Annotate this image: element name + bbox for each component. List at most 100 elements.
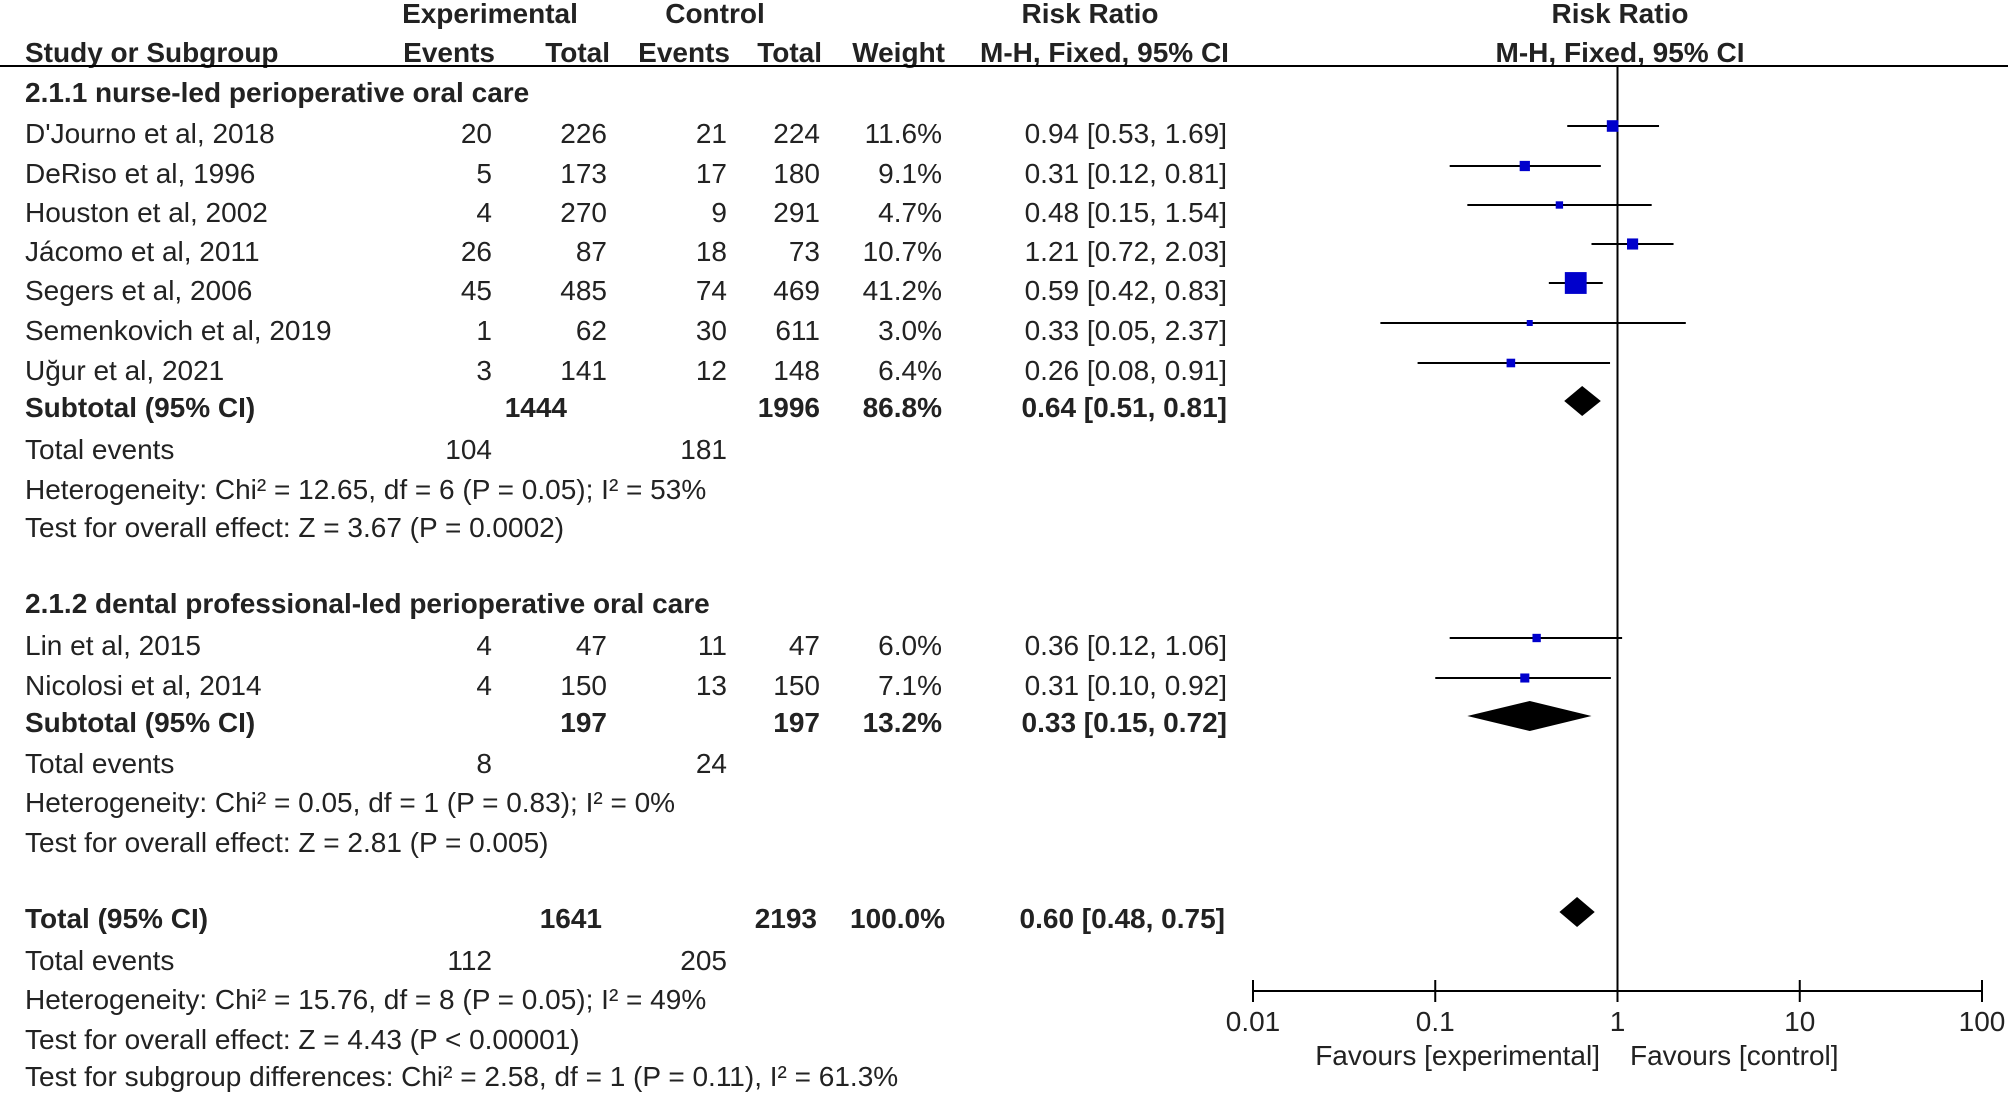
subgroup-differences-text: Test for subgroup differences: Chi² = 2.… xyxy=(25,1061,899,1092)
total-events-label: Total events xyxy=(25,945,175,976)
exp-events: 8 xyxy=(476,748,492,779)
x-tick-label: 100 xyxy=(1959,1006,2006,1037)
x-tick-label: 1 xyxy=(1610,1006,1626,1037)
x-tick-label: 10 xyxy=(1784,1006,1815,1037)
pooled-diamond xyxy=(1559,897,1595,927)
favours-experimental-label: Favours [experimental] xyxy=(1315,1040,1600,1071)
ctl-total: 150 xyxy=(773,670,820,701)
heterogeneity-text: Heterogeneity: Chi² = 0.05, df = 1 (P = … xyxy=(25,787,676,818)
exp-events: 3 xyxy=(476,355,492,386)
study-name: Segers et al, 2006 xyxy=(25,275,253,306)
ctl-events: 30 xyxy=(695,315,727,346)
ctl-events: 181 xyxy=(680,434,727,465)
total-label: Total (95% CI) xyxy=(25,903,209,934)
ctl-events: 205 xyxy=(680,945,727,976)
ci-text: 0.31 [0.10, 0.92] xyxy=(1024,670,1227,701)
exp-total: 141 xyxy=(560,355,607,386)
study-name: Houston et al, 2002 xyxy=(25,197,268,228)
weight: 6.0% xyxy=(878,630,942,661)
heterogeneity-text: Heterogeneity: Chi² = 15.76, df = 8 (P =… xyxy=(25,984,707,1015)
ci-text: 0.33 [0.05, 2.37] xyxy=(1024,315,1227,346)
exp-events: 4 xyxy=(476,630,492,661)
risk-ratio-right-header: Risk Ratio xyxy=(1551,0,1689,29)
effect-square xyxy=(1526,320,1533,326)
weight: 86.8% xyxy=(862,392,942,423)
weight: 11.6% xyxy=(864,118,942,149)
ci-text: 1.21 [0.72, 2.03] xyxy=(1024,236,1227,267)
experimental-group-header: Experimental xyxy=(402,0,578,29)
total-events-label: Total events xyxy=(25,748,175,779)
exp-total: 270 xyxy=(560,197,607,228)
exp-total: 173 xyxy=(560,158,607,189)
weight: 13.2% xyxy=(862,707,942,738)
ctl-events: 24 xyxy=(695,748,727,779)
ci-text: 0.48 [0.15, 1.54] xyxy=(1024,197,1227,228)
risk-ratio-left-header: Risk Ratio xyxy=(1021,0,1159,29)
ci-text: 0.26 [0.08, 0.91] xyxy=(1024,355,1227,386)
subgroup-title: 2.1.2 dental professional-led perioperat… xyxy=(25,588,710,619)
overall-effect-text: Test for overall effect: Z = 4.43 (P < 0… xyxy=(25,1024,580,1055)
overall-effect-text: Test for overall effect: Z = 3.67 (P = 0… xyxy=(25,512,565,543)
exp-events: 4 xyxy=(476,670,492,701)
ctl-events: 74 xyxy=(695,275,727,306)
effect-square xyxy=(1506,358,1516,368)
control-group-header: Control xyxy=(665,0,765,29)
ci-text: 0.31 [0.12, 0.81] xyxy=(1024,158,1227,189)
overall-effect-text: Test for overall effect: Z = 2.81 (P = 0… xyxy=(25,827,549,858)
subgroup-title: 2.1.1 nurse-led perioperative oral care xyxy=(25,77,530,108)
ci-method-left-header: M-H, Fixed, 95% CI xyxy=(980,37,1229,68)
subtotal-label: Subtotal (95% CI) xyxy=(25,707,256,738)
ctl-events: 9 xyxy=(711,197,727,228)
exp-events: 104 xyxy=(445,434,492,465)
ctl-events: 17 xyxy=(695,158,727,189)
ctl-total: 469 xyxy=(773,275,820,306)
study-name: Nicolosi et al, 2014 xyxy=(25,670,262,701)
study-name: Uğur et al, 2021 xyxy=(25,355,225,386)
pooled-diamond xyxy=(1564,386,1601,416)
exp-events: 112 xyxy=(447,945,492,976)
weight: 100.0% xyxy=(850,903,945,934)
exp-total-column-header: Total xyxy=(545,37,610,68)
ctl-total: 180 xyxy=(773,158,820,189)
effect-square xyxy=(1532,633,1541,643)
study-name: DeRiso et al, 1996 xyxy=(25,158,256,189)
ci-text: 0.64 [0.51, 0.81] xyxy=(1021,392,1227,423)
ctl-total: 1996 xyxy=(757,392,820,423)
ctl-events: 13 xyxy=(695,670,727,701)
ctl-total: 148 xyxy=(773,355,820,386)
weight: 6.4% xyxy=(878,355,942,386)
weight: 4.7% xyxy=(878,197,942,228)
exp-total: 1444 xyxy=(504,392,567,423)
ci-text: 0.33 [0.15, 0.72] xyxy=(1021,707,1227,738)
ci-text: 0.94 [0.53, 1.69] xyxy=(1024,118,1227,149)
pooled-diamond xyxy=(1467,701,1592,731)
study-name: Lin et al, 2015 xyxy=(25,630,201,661)
ctl-total: 2193 xyxy=(754,903,817,934)
exp-total: 87 xyxy=(575,236,607,267)
exp-total: 197 xyxy=(560,707,607,738)
exp-total: 150 xyxy=(560,670,607,701)
ctl-total-column-header: Total xyxy=(757,37,822,68)
study-column-header: Study or Subgroup xyxy=(25,37,279,68)
study-name: Jácomo et al, 2011 xyxy=(25,236,260,267)
effect-square xyxy=(1627,238,1639,250)
exp-total: 62 xyxy=(575,315,607,346)
exp-events: 26 xyxy=(460,236,492,267)
ctl-total: 197 xyxy=(773,707,820,738)
ci-text: 0.60 [0.48, 0.75] xyxy=(1019,903,1225,934)
ctl-total: 291 xyxy=(773,197,820,228)
x-tick-label: 0.01 xyxy=(1226,1006,1281,1037)
ctl-events: 21 xyxy=(695,118,727,149)
ci-text: 0.59 [0.42, 0.83] xyxy=(1024,275,1227,306)
weight: 7.1% xyxy=(878,670,942,701)
ctl-events: 18 xyxy=(695,236,727,267)
ctl-events: 12 xyxy=(695,355,727,386)
ci-text: 0.36 [0.12, 1.06] xyxy=(1024,630,1227,661)
ctl-events: 11 xyxy=(697,630,727,661)
effect-square xyxy=(1564,272,1587,294)
x-tick-label: 0.1 xyxy=(1416,1006,1455,1037)
heterogeneity-text: Heterogeneity: Chi² = 12.65, df = 6 (P =… xyxy=(25,474,707,505)
effect-square xyxy=(1555,201,1564,209)
ctl-events-column-header: Events xyxy=(638,37,730,68)
study-name: D'Journo et al, 2018 xyxy=(25,118,275,149)
